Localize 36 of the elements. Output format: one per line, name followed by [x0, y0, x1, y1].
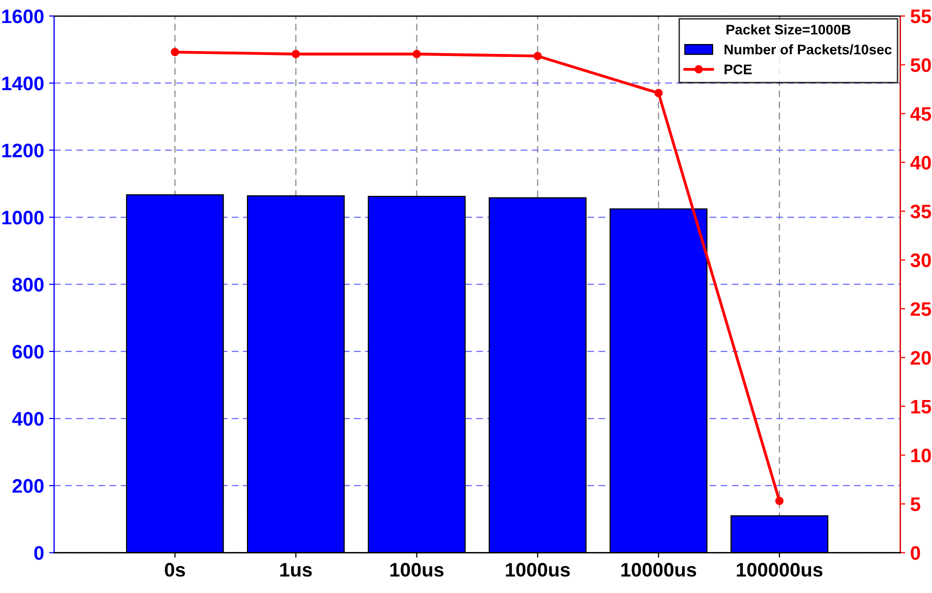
point — [292, 50, 300, 58]
point — [170, 48, 180, 56]
y2-tick-label: 10 — [911, 448, 931, 462]
y2-tick-label: 50 — [910, 58, 931, 72]
y-tick-label: 0 — [34, 546, 44, 560]
x-tick-label: 100000us — [736, 562, 822, 577]
point — [775, 496, 784, 506]
y2-tick-label: 55 — [910, 10, 932, 24]
y-tick-label: 1000 — [2, 210, 44, 224]
y2-tick-label: 45 — [910, 107, 932, 121]
legend-label: Number of Packets/10sec — [724, 44, 892, 55]
y-tick-label: 200 — [12, 479, 44, 493]
point — [533, 52, 542, 60]
y-tick-label: 600 — [12, 344, 44, 359]
y2-tick-label: 25 — [910, 302, 932, 316]
y-tick-label: 1400 — [2, 76, 44, 90]
legend-label: PCE — [724, 64, 752, 74]
y2-tick-label: 40 — [910, 156, 931, 170]
y2-tick-label: 5 — [910, 498, 920, 512]
x-tick-label: 10000us — [621, 562, 696, 577]
x-tick-label: 100us — [390, 562, 444, 577]
y-tick-label: 1600 — [2, 9, 44, 24]
legend-title: Packet Size=1000B — [726, 24, 850, 35]
y2-tick-label: 0 — [910, 546, 920, 560]
y2-tick-label: 30 — [910, 253, 931, 268]
y2-tick-label: 15 — [911, 400, 932, 414]
x-tick-label: 1000us — [506, 562, 570, 577]
x-tick-label: 0s — [164, 562, 185, 577]
point — [654, 88, 663, 98]
y2-tick-label: 35 — [910, 204, 932, 218]
x-tick-label: 1us — [280, 563, 312, 577]
y-tick-label: 1200 — [2, 144, 44, 158]
y2-tick-label: 20 — [910, 350, 931, 365]
y-tick-label: 800 — [12, 278, 44, 292]
y-tick-label: 400 — [12, 412, 44, 426]
point — [412, 50, 421, 58]
